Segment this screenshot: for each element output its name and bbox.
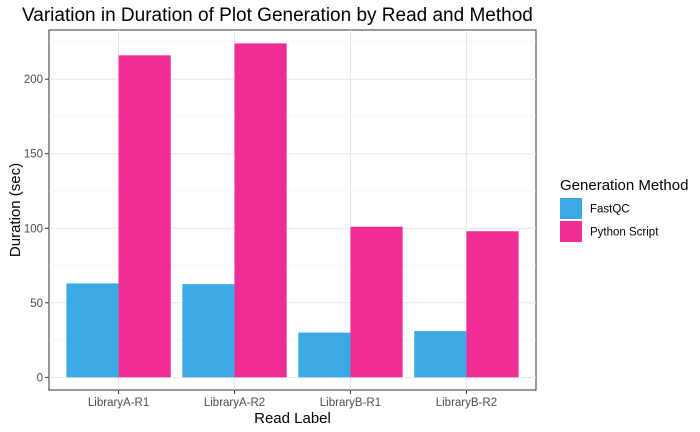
bar-python-script-libraryb-r2 [466, 231, 519, 378]
x-axis-ticks: LibraryA-R1 LibraryA-R2 LibraryB-R1 Library… [88, 390, 497, 409]
legend: Generation Method FastQC Python Script [560, 177, 688, 242]
bar-python-script-librarya-r1 [118, 55, 171, 378]
legend-swatch [560, 221, 582, 242]
bar-python-script-libraryb-r1 [350, 226, 403, 378]
y-axis-title: Duration (sec) [7, 163, 24, 257]
bar-python-script-librarya-r2 [234, 43, 287, 378]
y-axis-ticks: 0 50 100 150 200 [24, 74, 49, 384]
bar-fastqc-librarya-r2 [182, 284, 235, 378]
y-tick-label: 0 [37, 372, 43, 384]
x-tick-label: LibraryB-R2 [436, 397, 497, 409]
x-tick-label: LibraryA-R2 [204, 397, 265, 409]
x-axis-title: Read Label [254, 410, 331, 427]
legend-title: Generation Method [560, 177, 688, 194]
legend-label: FastQC [590, 204, 630, 216]
bar-fastqc-libraryb-r2 [414, 331, 467, 378]
bar-fastqc-librarya-r1 [66, 283, 119, 378]
chart-title: Variation in Duration of Plot Generation… [22, 5, 533, 26]
bars [66, 43, 519, 378]
legend-swatch [560, 198, 582, 219]
x-tick-label: LibraryB-R1 [320, 397, 381, 409]
x-tick-label: LibraryA-R1 [88, 397, 149, 409]
y-tick-label: 50 [30, 298, 43, 310]
bar-fastqc-libraryb-r1 [298, 332, 351, 378]
y-tick-label: 100 [24, 223, 43, 235]
y-tick-label: 150 [24, 149, 43, 161]
legend-label: Python Script [590, 227, 659, 239]
y-tick-label: 200 [24, 74, 43, 86]
